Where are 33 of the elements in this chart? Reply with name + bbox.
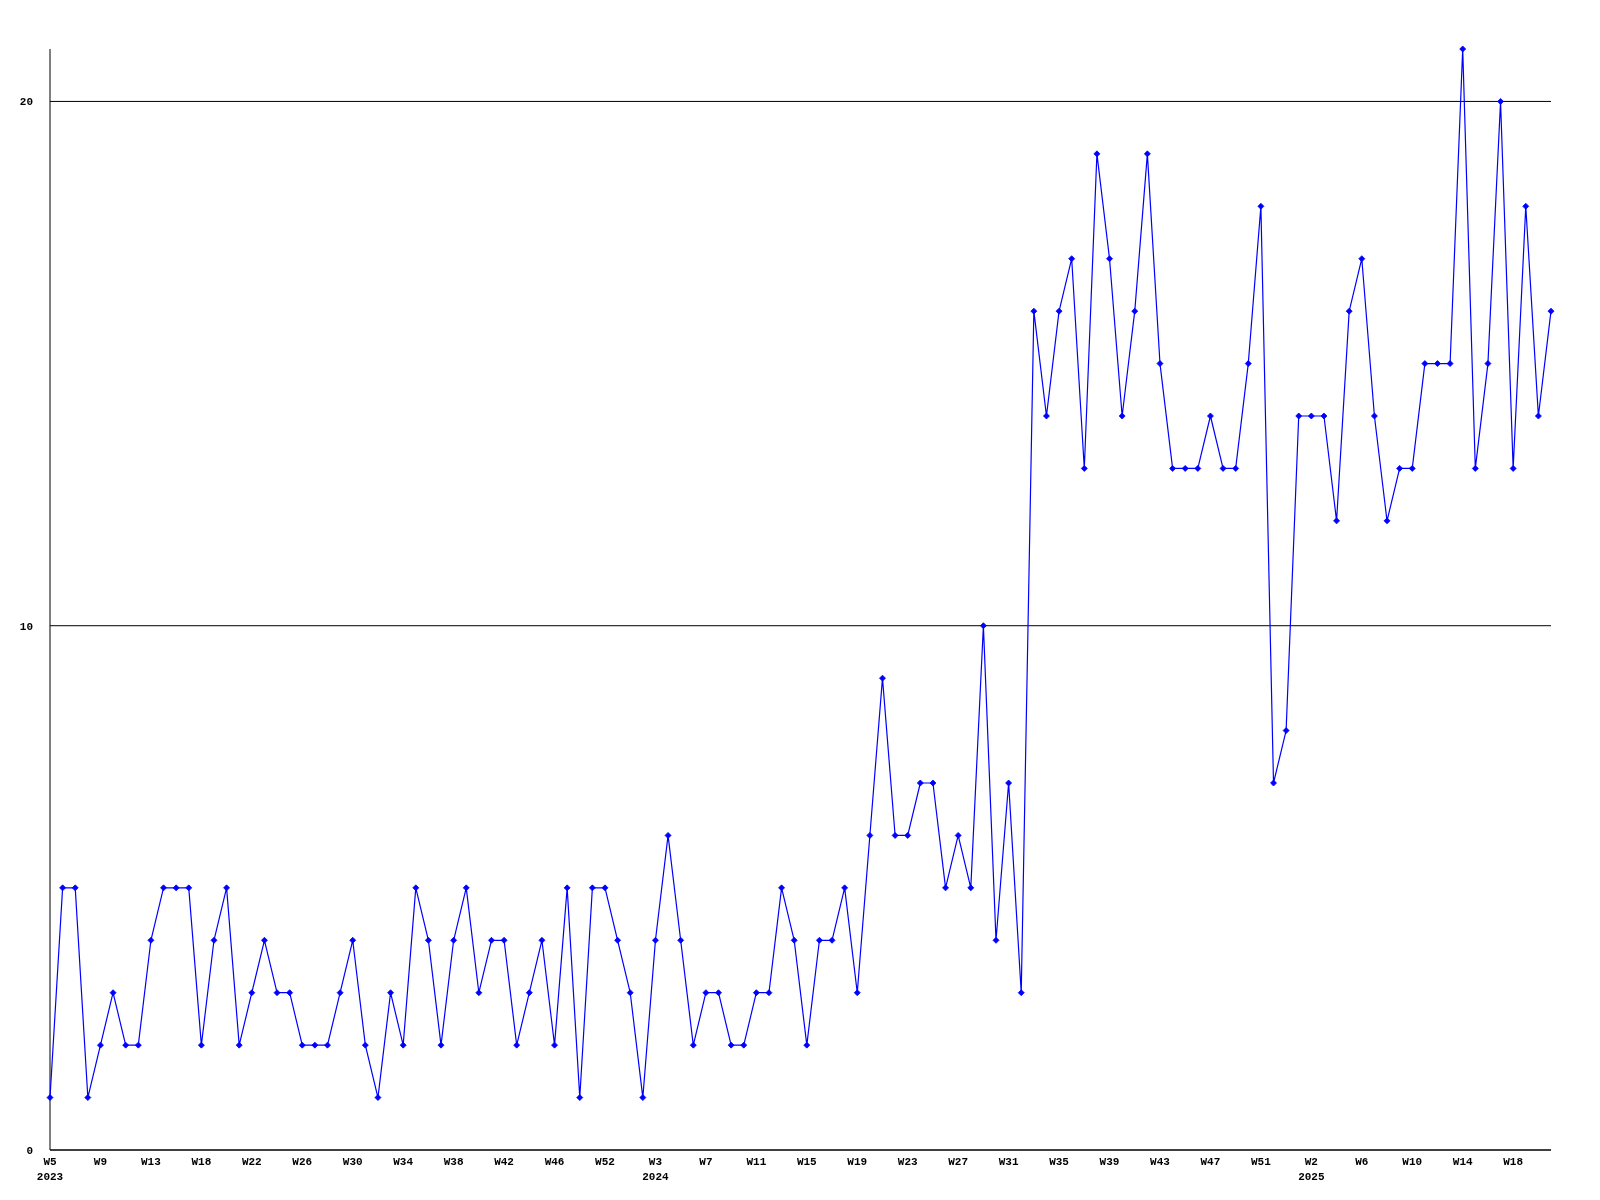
x-tick-label: W18	[1503, 1156, 1524, 1168]
x-tick-label: W30	[342, 1156, 363, 1168]
x-tick-label: W9	[93, 1156, 108, 1168]
x-tick-label: W43	[1150, 1156, 1171, 1168]
y-tick-label: 0	[26, 1145, 33, 1157]
x-tick-label: W18	[191, 1156, 212, 1168]
x-tick-label: W31	[998, 1156, 1019, 1168]
x-tick-label: W38	[443, 1156, 464, 1168]
x-tick-label: W6	[1355, 1156, 1369, 1168]
x-tick-label: W3 2024	[642, 1156, 670, 1183]
x-tick-label: W23	[897, 1156, 919, 1168]
x-tick-label: W2 2025	[1298, 1156, 1325, 1183]
x-tick-label: W22	[241, 1156, 262, 1168]
x-tick-label: W5 2023	[36, 1156, 64, 1183]
x-tick-label: W11	[746, 1156, 767, 1168]
x-tick-label: W47	[1200, 1156, 1221, 1168]
x-tick-label: W34	[393, 1156, 414, 1168]
x-tick-label: W46	[544, 1156, 565, 1168]
x-tick-label: W15	[796, 1156, 818, 1168]
x-tick-label: W13	[141, 1156, 162, 1168]
x-tick-label: W35	[1049, 1156, 1070, 1168]
x-tick-label: W51	[1250, 1156, 1272, 1168]
x-tick-label: W10	[1402, 1156, 1423, 1168]
y-tick-label: 20	[19, 96, 33, 109]
x-tick-label: W19	[847, 1156, 868, 1168]
x-tick-label: W26	[292, 1156, 313, 1168]
x-tick-label: W52	[595, 1156, 615, 1168]
x-tick-label: W27	[948, 1156, 969, 1168]
x-tick-label: W42	[494, 1156, 514, 1168]
x-tick-label: W39	[1099, 1156, 1120, 1168]
x-tick-label: W14	[1452, 1156, 1473, 1168]
x-tick-label: W7	[699, 1156, 713, 1168]
y-tick-label: 10	[19, 620, 33, 633]
